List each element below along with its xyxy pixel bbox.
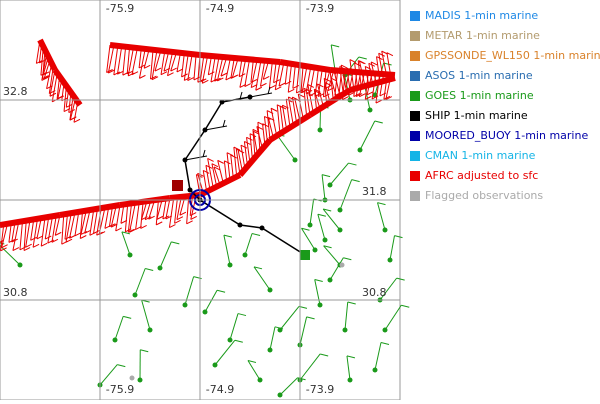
obs-marker — [172, 180, 183, 191]
station — [318, 303, 323, 308]
legend-swatch — [410, 191, 420, 201]
legend-swatch — [410, 11, 420, 21]
station — [338, 208, 343, 213]
station — [128, 253, 133, 258]
station — [148, 328, 153, 333]
wind-barb — [401, 305, 409, 307]
station — [130, 376, 135, 381]
station — [138, 378, 143, 383]
legend-label: SHIP 1-min marine — [425, 109, 528, 122]
station — [258, 378, 263, 383]
station — [278, 393, 283, 398]
station — [308, 223, 313, 228]
station — [338, 228, 343, 233]
station — [373, 368, 378, 373]
station — [340, 263, 345, 268]
station — [348, 378, 353, 383]
legend-swatch — [410, 151, 420, 161]
station — [203, 310, 208, 315]
legend-label: Flagged observations — [425, 189, 543, 202]
obs-marker — [300, 250, 310, 260]
station — [183, 303, 188, 308]
station — [368, 108, 373, 113]
legend-label: CMAN 1-min marine — [425, 149, 536, 162]
station — [213, 363, 218, 368]
lon-label: -73.9 — [306, 383, 334, 396]
station — [318, 128, 323, 133]
legend-swatch — [410, 111, 420, 121]
lon-label: -73.9 — [306, 2, 334, 15]
station — [328, 183, 333, 188]
lat-label: 30.8 — [362, 286, 387, 299]
legend-label: GPSSONDE_WL150 1-min marine — [425, 49, 600, 62]
lon-label: -74.9 — [206, 383, 234, 396]
ship-obs — [188, 188, 193, 193]
lon-label: -74.9 — [206, 2, 234, 15]
station — [18, 263, 23, 268]
station — [383, 328, 388, 333]
station — [268, 288, 273, 293]
station — [293, 158, 298, 163]
station — [383, 228, 388, 233]
ship-obs — [260, 226, 265, 231]
legend-swatch — [410, 171, 420, 181]
legend-label: MOORED_BUOY 1-min marine — [425, 129, 588, 142]
station — [388, 258, 393, 263]
legend-label: MADIS 1-min marine — [425, 9, 538, 22]
station — [323, 238, 328, 243]
station — [158, 266, 163, 271]
legend-swatch — [410, 131, 420, 141]
station — [228, 263, 233, 268]
legend-label: ASOS 1-min marine — [425, 69, 533, 82]
station — [358, 148, 363, 153]
lon-label: -75.9 — [106, 383, 134, 396]
lat-label: 30.8 — [3, 286, 28, 299]
legend-swatch — [410, 51, 420, 61]
station — [343, 328, 348, 333]
legend-label: GOES 1-min marine — [425, 89, 534, 102]
legend-label: AFRC adjusted to sfc — [425, 169, 538, 182]
lon-label: -75.9 — [106, 2, 134, 15]
lat-label: 32.8 — [3, 85, 28, 98]
legend-label: METAR 1-min marine — [425, 29, 540, 42]
station — [328, 278, 333, 283]
station — [113, 338, 118, 343]
legend-swatch — [410, 31, 420, 41]
station — [228, 338, 233, 343]
station — [133, 293, 138, 298]
legend-swatch — [410, 71, 420, 81]
legend-swatch — [410, 91, 420, 101]
station — [313, 248, 318, 253]
lat-label: 31.8 — [362, 185, 387, 198]
ship-obs — [238, 223, 243, 228]
station — [243, 253, 248, 258]
station — [268, 348, 273, 353]
